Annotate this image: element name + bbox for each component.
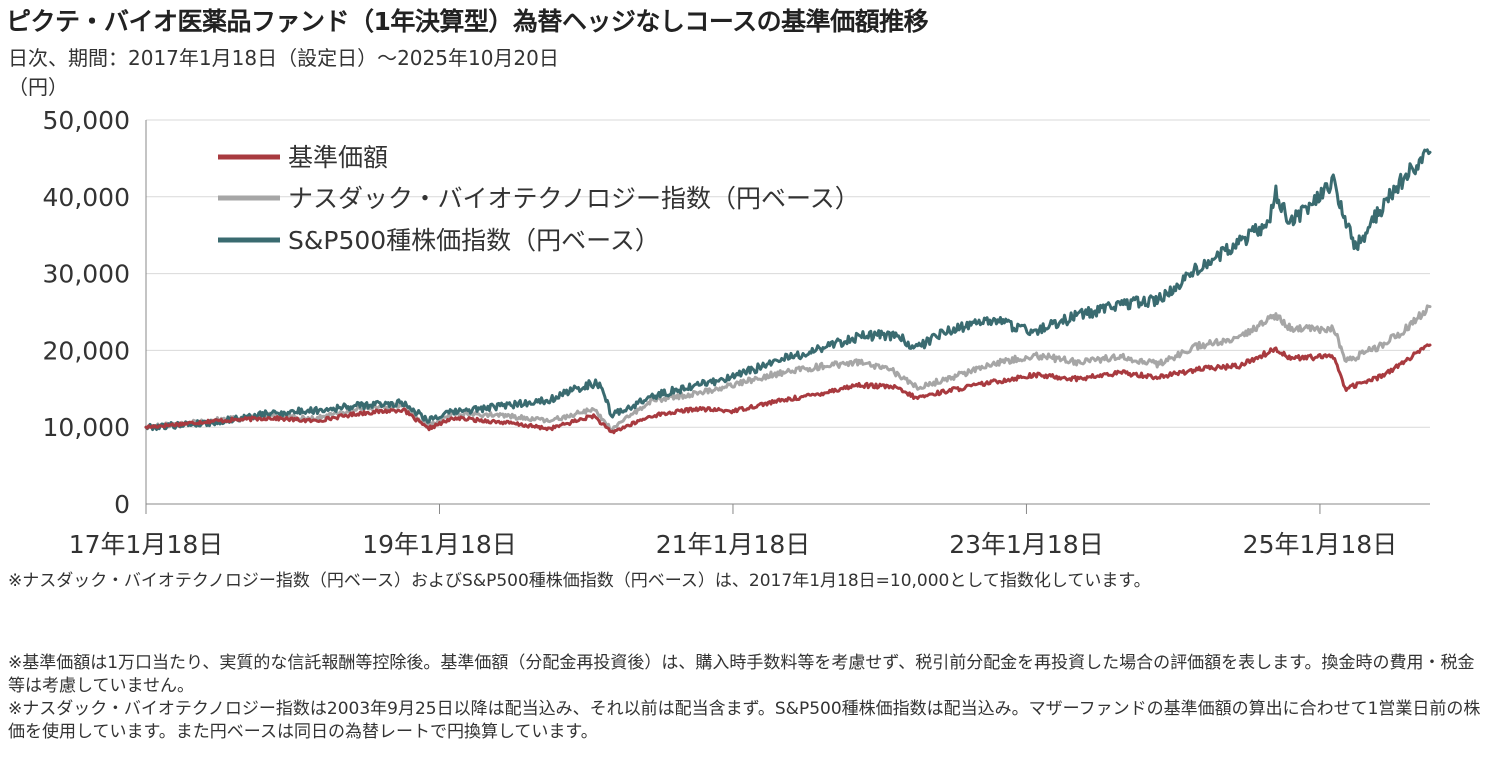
x-tick-label: 23年1月18日	[949, 530, 1104, 559]
x-tick-label: 19年1月18日	[362, 530, 517, 559]
x-tick-label: 21年1月18日	[656, 530, 811, 559]
x-tick-label: 25年1月18日	[1243, 530, 1398, 559]
series-line-nav	[144, 343, 1432, 435]
chart-title: ピクテ・バイオ医薬品ファンド（1年決算型）為替ヘッジなしコースの基準価額推移	[6, 7, 929, 36]
y-tick-label: 30,000	[43, 260, 130, 289]
y-tick-label: 20,000	[43, 336, 130, 365]
footnotes: ※基準価額は1万口当たり、実質的な信託報酬等控除後。基準価額（分配金再投資後）は…	[8, 652, 1484, 744]
legend-label: ナスダック・バイオテクノロジー指数（円ベース）	[288, 184, 860, 213]
x-tick-label: 17年1月18日	[69, 530, 224, 559]
chart-subtitle: 日次、期間：2017年1月18日（設定日）～2025年10月20日	[8, 46, 559, 70]
index-note: ※ナスダック・バイオテクノロジー指数（円ベース）およびS&P500種株価指数（円…	[8, 571, 1151, 591]
series-line-sp500	[144, 148, 1432, 432]
chart-container: 0 10,000 20,000 30,000 40,000 50,000 （円） 17年1月1…	[8, 75, 1432, 559]
y-tick-label: 50,000	[43, 106, 130, 135]
y-tick-label: 10,000	[43, 413, 130, 442]
y-tick-label: 40,000	[43, 183, 130, 212]
y-axis-unit-label: （円）	[8, 75, 68, 99]
legend-label: 基準価額	[288, 143, 388, 172]
line-chart: 0 10,000 20,000 30,000 40,000 50,000 （円） 17年1月1…	[8, 75, 1432, 559]
footnote-index: ※ナスダック・バイオテクノロジー指数は2003年9月25日以降は配当込み、それ以…	[8, 699, 1481, 742]
legend-label: S&P500種株価指数（円ベース）	[288, 226, 660, 255]
footnote-nav: ※基準価額は1万口当たり、実質的な信託報酬等控除後。基準価額（分配金再投資後）は…	[8, 653, 1475, 696]
y-tick-label: 0	[114, 490, 130, 519]
